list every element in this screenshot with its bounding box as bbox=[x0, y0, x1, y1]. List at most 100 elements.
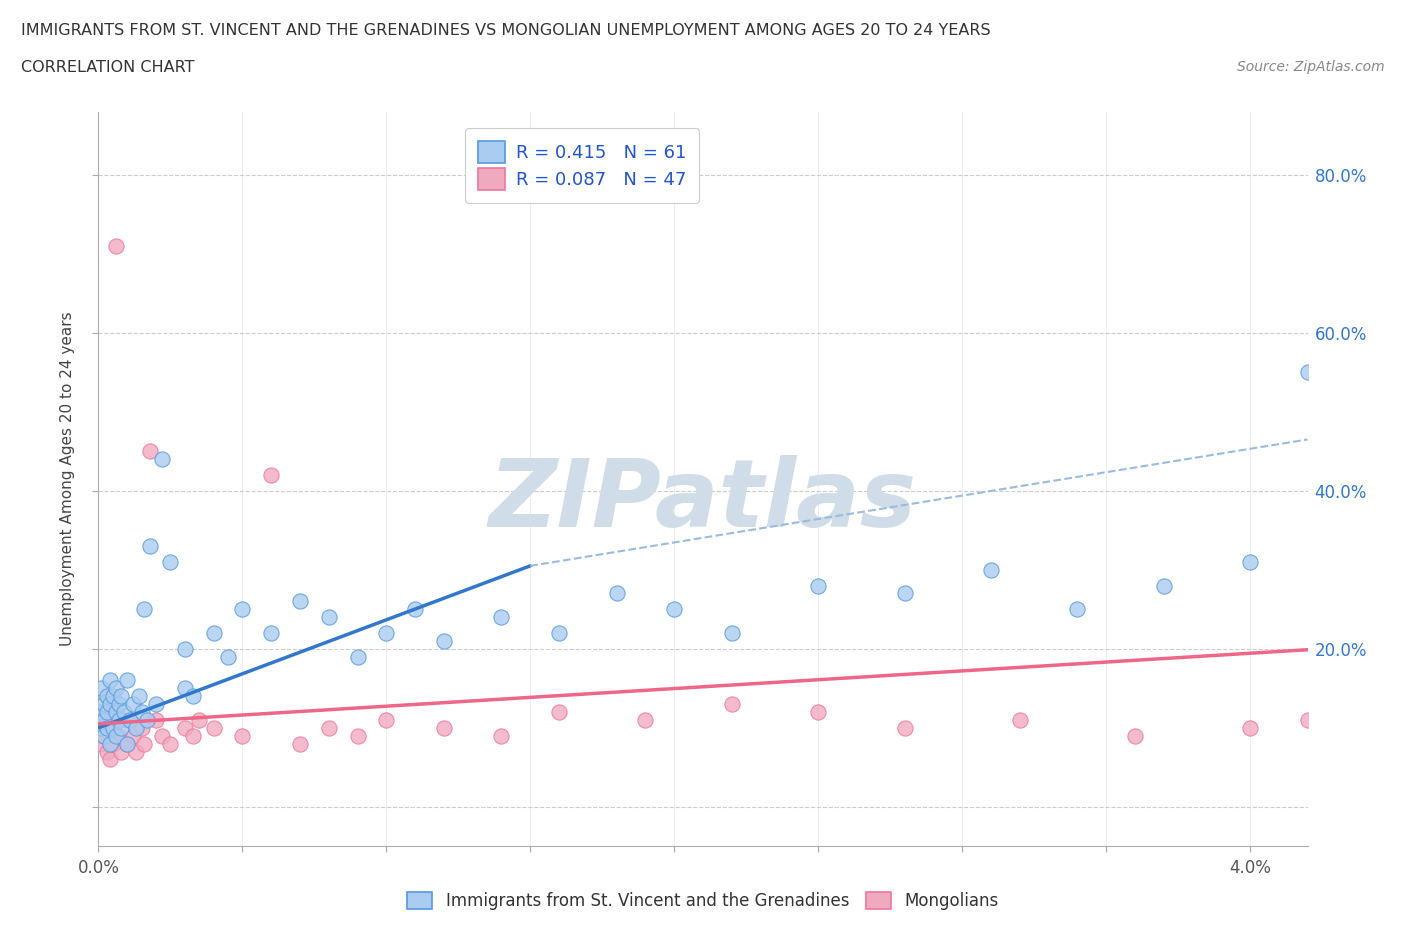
Point bbox=[980, 563, 1002, 578]
Point bbox=[202, 721, 225, 736]
Point bbox=[173, 642, 195, 657]
Point bbox=[90, 681, 112, 696]
Point bbox=[375, 626, 398, 641]
Point bbox=[346, 728, 368, 743]
Text: ZIPatlas: ZIPatlas bbox=[489, 455, 917, 547]
Point bbox=[231, 602, 253, 617]
Point bbox=[125, 744, 148, 759]
Point bbox=[1296, 712, 1319, 727]
Point bbox=[1008, 712, 1031, 727]
Point bbox=[110, 721, 132, 736]
Point bbox=[433, 721, 456, 736]
Point bbox=[98, 752, 121, 767]
Point bbox=[1354, 697, 1376, 711]
Point bbox=[1382, 705, 1405, 720]
Point bbox=[98, 705, 121, 720]
Point bbox=[548, 705, 571, 720]
Point bbox=[288, 594, 311, 609]
Point bbox=[260, 468, 283, 483]
Point bbox=[107, 697, 129, 711]
Point bbox=[1296, 365, 1319, 379]
Point bbox=[101, 689, 124, 704]
Point bbox=[183, 728, 205, 743]
Point bbox=[128, 689, 150, 704]
Point bbox=[1239, 554, 1261, 569]
Point bbox=[110, 689, 132, 704]
Point bbox=[101, 737, 124, 751]
Point bbox=[120, 712, 142, 727]
Point bbox=[115, 737, 138, 751]
Point bbox=[1123, 728, 1146, 743]
Point bbox=[112, 705, 135, 720]
Point bbox=[101, 721, 124, 736]
Point bbox=[104, 728, 127, 743]
Point bbox=[188, 712, 211, 727]
Legend: R = 0.415   N = 61, R = 0.087   N = 47: R = 0.415 N = 61, R = 0.087 N = 47 bbox=[465, 128, 699, 203]
Point bbox=[1066, 602, 1088, 617]
Point bbox=[893, 721, 915, 736]
Y-axis label: Unemployment Among Ages 20 to 24 years: Unemployment Among Ages 20 to 24 years bbox=[60, 312, 75, 646]
Point bbox=[634, 712, 657, 727]
Point bbox=[433, 633, 456, 648]
Point bbox=[1153, 578, 1175, 593]
Point bbox=[893, 586, 915, 601]
Point bbox=[93, 728, 115, 743]
Point bbox=[145, 697, 167, 711]
Point bbox=[96, 705, 118, 720]
Text: Source: ZipAtlas.com: Source: ZipAtlas.com bbox=[1237, 60, 1385, 74]
Point bbox=[104, 681, 127, 696]
Point bbox=[101, 721, 124, 736]
Text: IMMIGRANTS FROM ST. VINCENT AND THE GRENADINES VS MONGOLIAN UNEMPLOYMENT AMONG A: IMMIGRANTS FROM ST. VINCENT AND THE GREN… bbox=[21, 23, 991, 38]
Point bbox=[173, 721, 195, 736]
Point bbox=[90, 721, 112, 736]
Point bbox=[93, 712, 115, 727]
Point bbox=[807, 578, 830, 593]
Point bbox=[98, 737, 121, 751]
Point bbox=[720, 626, 742, 641]
Point bbox=[150, 452, 173, 467]
Point bbox=[183, 689, 205, 704]
Point bbox=[375, 712, 398, 727]
Point bbox=[159, 554, 181, 569]
Point bbox=[104, 705, 127, 720]
Point bbox=[122, 697, 145, 711]
Point bbox=[93, 728, 115, 743]
Point bbox=[89, 721, 111, 736]
Point bbox=[122, 728, 145, 743]
Point bbox=[173, 681, 195, 696]
Point bbox=[260, 626, 283, 641]
Point bbox=[217, 649, 239, 664]
Point bbox=[134, 602, 156, 617]
Point bbox=[720, 697, 742, 711]
Point bbox=[145, 712, 167, 727]
Point bbox=[318, 721, 340, 736]
Point bbox=[107, 712, 129, 727]
Point bbox=[159, 737, 181, 751]
Point bbox=[139, 538, 162, 553]
Point bbox=[346, 649, 368, 664]
Point bbox=[134, 737, 156, 751]
Point bbox=[288, 737, 311, 751]
Point bbox=[404, 602, 426, 617]
Point bbox=[115, 737, 138, 751]
Point bbox=[664, 602, 686, 617]
Point bbox=[136, 712, 159, 727]
Point bbox=[1239, 721, 1261, 736]
Point bbox=[131, 705, 153, 720]
Point bbox=[548, 626, 571, 641]
Point bbox=[202, 626, 225, 641]
Point bbox=[115, 673, 138, 688]
Text: CORRELATION CHART: CORRELATION CHART bbox=[21, 60, 194, 75]
Point bbox=[491, 728, 513, 743]
Point bbox=[96, 721, 118, 736]
Point bbox=[98, 673, 121, 688]
Point bbox=[125, 721, 148, 736]
Point bbox=[131, 721, 153, 736]
Point bbox=[318, 610, 340, 625]
Point bbox=[110, 744, 132, 759]
Point bbox=[96, 689, 118, 704]
Point bbox=[93, 697, 115, 711]
Point bbox=[89, 705, 111, 720]
Point bbox=[96, 712, 118, 727]
Point bbox=[491, 610, 513, 625]
